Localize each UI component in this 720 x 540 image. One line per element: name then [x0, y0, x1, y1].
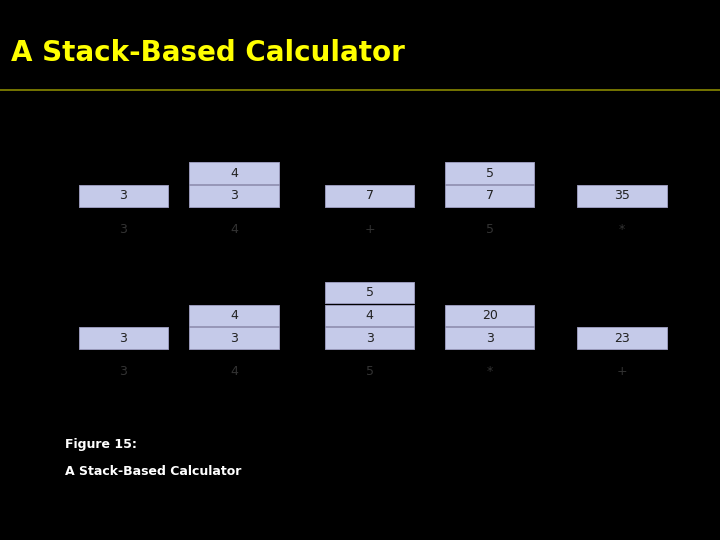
FancyBboxPatch shape — [189, 327, 279, 349]
Text: 5: 5 — [366, 286, 374, 299]
Text: 20: 20 — [482, 309, 498, 322]
FancyBboxPatch shape — [445, 327, 534, 349]
Text: 3: 3 — [485, 332, 493, 345]
FancyBboxPatch shape — [189, 185, 279, 207]
Text: 3: 3 — [120, 190, 127, 202]
Text: 5: 5 — [366, 366, 374, 379]
Text: 5: 5 — [485, 223, 494, 236]
Text: 4: 4 — [366, 309, 374, 322]
Text: *: * — [618, 223, 625, 236]
Text: +: + — [364, 223, 375, 236]
Text: *: * — [487, 366, 492, 379]
Text: 3: 3 — [120, 223, 127, 236]
Text: 4: 4 — [230, 366, 238, 379]
Text: 3: 3 — [120, 366, 127, 379]
Text: A Stack-Based Calculator: A Stack-Based Calculator — [11, 39, 405, 68]
Text: 7: 7 — [485, 190, 494, 202]
Text: 4: 4 — [230, 166, 238, 179]
Text: 3: 3 — [230, 332, 238, 345]
Text: 3: 3 — [120, 332, 127, 345]
FancyBboxPatch shape — [325, 327, 414, 349]
Text: 7: 7 — [366, 190, 374, 202]
Text: 35: 35 — [614, 190, 630, 202]
FancyBboxPatch shape — [577, 185, 667, 207]
Text: 4: 4 — [230, 309, 238, 322]
FancyBboxPatch shape — [78, 327, 168, 349]
FancyBboxPatch shape — [445, 185, 534, 207]
FancyBboxPatch shape — [325, 305, 414, 326]
FancyBboxPatch shape — [189, 305, 279, 326]
Text: 3: 3 — [366, 332, 374, 345]
FancyBboxPatch shape — [78, 185, 168, 207]
Text: Figure 15:: Figure 15: — [65, 438, 137, 451]
FancyBboxPatch shape — [189, 162, 279, 184]
FancyBboxPatch shape — [445, 305, 534, 326]
FancyBboxPatch shape — [325, 282, 414, 303]
Text: 3: 3 — [230, 190, 238, 202]
Text: 5: 5 — [485, 166, 494, 179]
FancyBboxPatch shape — [325, 185, 414, 207]
Text: +: + — [616, 366, 627, 379]
Text: 4: 4 — [230, 223, 238, 236]
FancyBboxPatch shape — [445, 162, 534, 184]
Text: 23: 23 — [614, 332, 630, 345]
Text: A Stack-Based Calculator: A Stack-Based Calculator — [65, 465, 241, 478]
FancyBboxPatch shape — [577, 327, 667, 349]
